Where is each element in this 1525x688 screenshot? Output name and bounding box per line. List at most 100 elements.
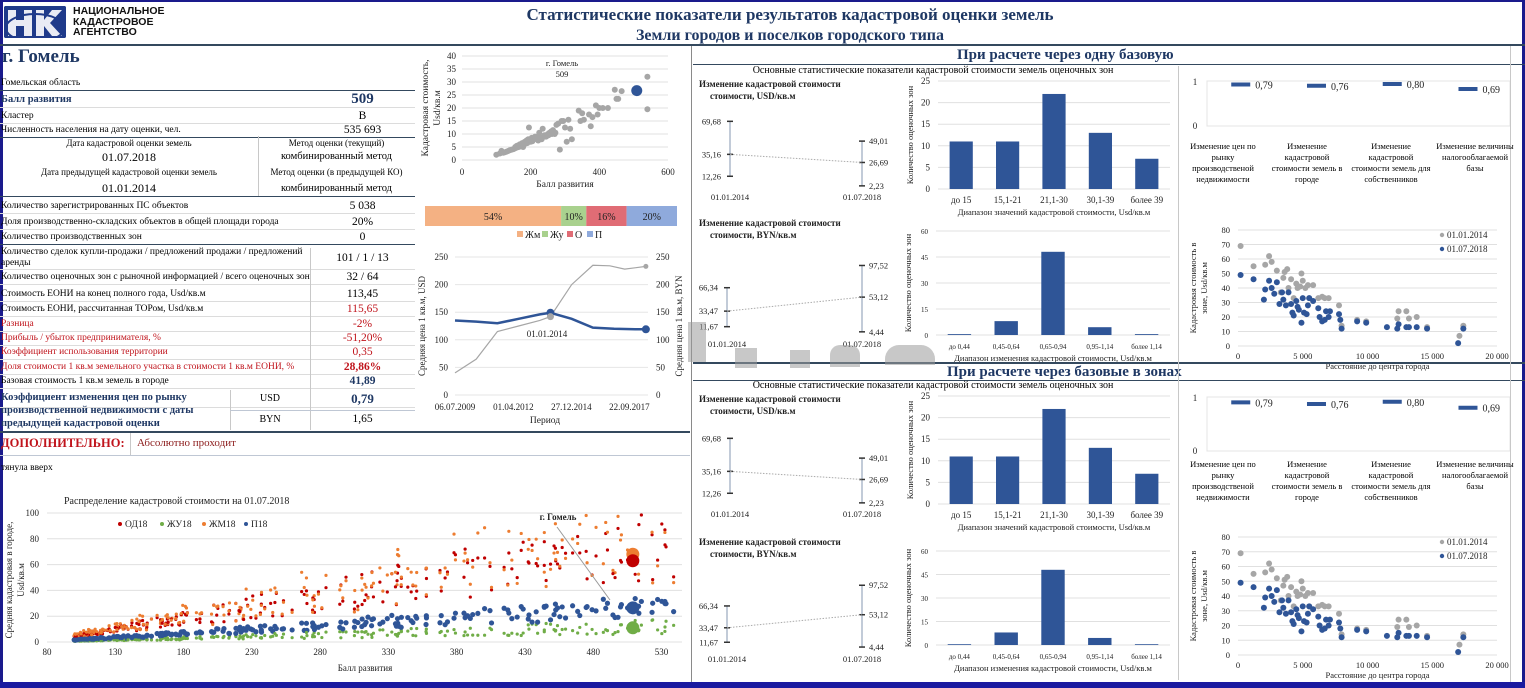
- segment-label: 20%: [643, 212, 661, 223]
- legend-label: Жу: [550, 230, 563, 241]
- legend-marker: [1439, 539, 1445, 545]
- chart-title: стоимости, USD/кв.м: [710, 406, 796, 416]
- data-point-ЖМ18: [166, 616, 170, 620]
- data-point: [525, 124, 532, 131]
- data-point-П18: [462, 615, 468, 621]
- bar: [1042, 93, 1066, 189]
- data-point-ОД18: [560, 545, 564, 550]
- data-point-ЖУ18: [241, 637, 245, 641]
- data-point-ЖУ18: [544, 621, 548, 626]
- data-point-ЖМ18: [222, 613, 226, 617]
- x-tick-label: до 15: [951, 195, 972, 205]
- chart-annotation: 509: [556, 69, 569, 79]
- data-point-01.01.2014: [1325, 295, 1332, 302]
- data-point-ОД18: [584, 549, 588, 553]
- data-point-ЖМ18: [99, 631, 103, 635]
- data-point-ОД18: [578, 551, 582, 555]
- coef-value-label: 0,80: [1407, 398, 1425, 409]
- endpoint: [643, 263, 649, 269]
- data-point-ЖМ18: [300, 570, 304, 574]
- city-name: г. Гомель: [2, 46, 80, 67]
- data-point-ЖМ18: [393, 570, 398, 574]
- bar: [1088, 132, 1112, 189]
- y-tick-label: 15: [447, 116, 457, 126]
- data-point-ЖУ18: [536, 631, 540, 635]
- data-point-ЖМ18: [135, 617, 139, 621]
- extra-label: ДОПОЛНИТЕЛЬНО:: [1, 436, 125, 450]
- data-point-ЖУ18: [227, 636, 231, 640]
- data-point-ЖУ18: [182, 635, 186, 639]
- section-one-base-title: При расчете через одну базовую: [957, 47, 1174, 63]
- data-point-ЖМ18: [85, 630, 89, 634]
- y2-tick-label: 150: [656, 307, 670, 317]
- range-value-label: 2,23: [869, 181, 884, 191]
- data-point: [536, 129, 543, 136]
- data-point: [539, 125, 546, 132]
- info-row: Балл развития 509: [0, 91, 415, 108]
- data-point-П18: [129, 634, 135, 641]
- data-point-01.01.2014: [1268, 566, 1275, 573]
- data-point-01.07.2018: [1260, 296, 1267, 303]
- data-point-П18: [355, 619, 361, 626]
- data-point-ЖМ18: [672, 580, 676, 585]
- y-axis-label: Количество оценочных зон: [905, 400, 915, 499]
- data-point-П18: [438, 613, 444, 619]
- data-point-ЖУ18: [194, 636, 198, 640]
- legend-label: О: [575, 230, 582, 241]
- data-point-01.07.2018: [1262, 286, 1269, 293]
- data-point-ЖМ18: [120, 625, 124, 629]
- data-point-П18: [526, 612, 532, 618]
- data-point: [587, 123, 594, 130]
- y-tick-label: 50: [439, 362, 449, 372]
- data-point-ОД18: [488, 564, 492, 568]
- data-point-ЖУ18: [251, 633, 255, 637]
- data-point-ЖУ18: [406, 629, 410, 633]
- data-point-ЖУ18: [366, 632, 370, 636]
- bar: [1041, 251, 1065, 335]
- x-axis-label: Балл развития: [338, 663, 392, 673]
- x-axis-label: Расстояние до центра города: [1325, 361, 1429, 371]
- data-point-ОД18: [438, 568, 442, 573]
- x-tick-label: 0,65-0,94: [1040, 653, 1067, 661]
- range-value-label: 69,68: [702, 116, 721, 126]
- data-point-П18: [470, 611, 476, 618]
- y-tick-label: 0: [452, 155, 457, 165]
- data-point-ЖМ18: [181, 603, 185, 607]
- data-point-ЖУ18: [521, 631, 525, 635]
- data-point-ЖМ18: [305, 593, 309, 597]
- y-axis-label: Количество оценочных зон: [903, 548, 913, 647]
- data-point-ЖМ18: [399, 583, 403, 587]
- data-point-ЖУ18: [166, 637, 170, 642]
- data-point-П18: [437, 620, 443, 626]
- x-tick-label: 01.01.2014: [708, 654, 747, 664]
- data-point-ЖУ18: [482, 633, 487, 637]
- range-value-label: 2,23: [869, 498, 884, 508]
- data-point-ЖУ18: [618, 623, 623, 627]
- data-point-01.07.2018: [1279, 289, 1286, 296]
- y-axis-label: зоне, Usd/кв.м: [1199, 261, 1209, 313]
- data-point-ОД18: [341, 599, 345, 603]
- data-point-П18: [481, 606, 488, 612]
- chart-annotation: г. Гомель: [540, 512, 577, 522]
- data-point: [563, 138, 570, 145]
- data-point-ЖМ18: [165, 613, 169, 617]
- bar: [1134, 334, 1159, 335]
- data-point-ЖМ18: [554, 557, 558, 562]
- y-tick-label: 150: [435, 307, 449, 317]
- chart-annotation: г. Гомель: [546, 58, 578, 68]
- x-tick-label: 5 000: [1293, 351, 1312, 361]
- data-point-ЖМ18: [651, 581, 655, 585]
- data-point-П18: [541, 603, 547, 610]
- data-point-01.07.2018: [1413, 324, 1420, 331]
- range-value-label: 4,44: [869, 642, 885, 652]
- data-point-ОД18: [672, 575, 676, 579]
- x-tick-label: 20 000: [1485, 351, 1508, 361]
- bar: [996, 456, 1020, 504]
- legend-marker: [1439, 232, 1445, 238]
- market-row: Прибыль / убыток предпринимателя, % -51,2…: [0, 331, 415, 346]
- data-point-ЖУ18: [527, 627, 531, 631]
- highlight-point: [626, 621, 640, 635]
- coef-value-label: 0,80: [1407, 80, 1425, 91]
- data-point-ЖУ18: [452, 627, 456, 632]
